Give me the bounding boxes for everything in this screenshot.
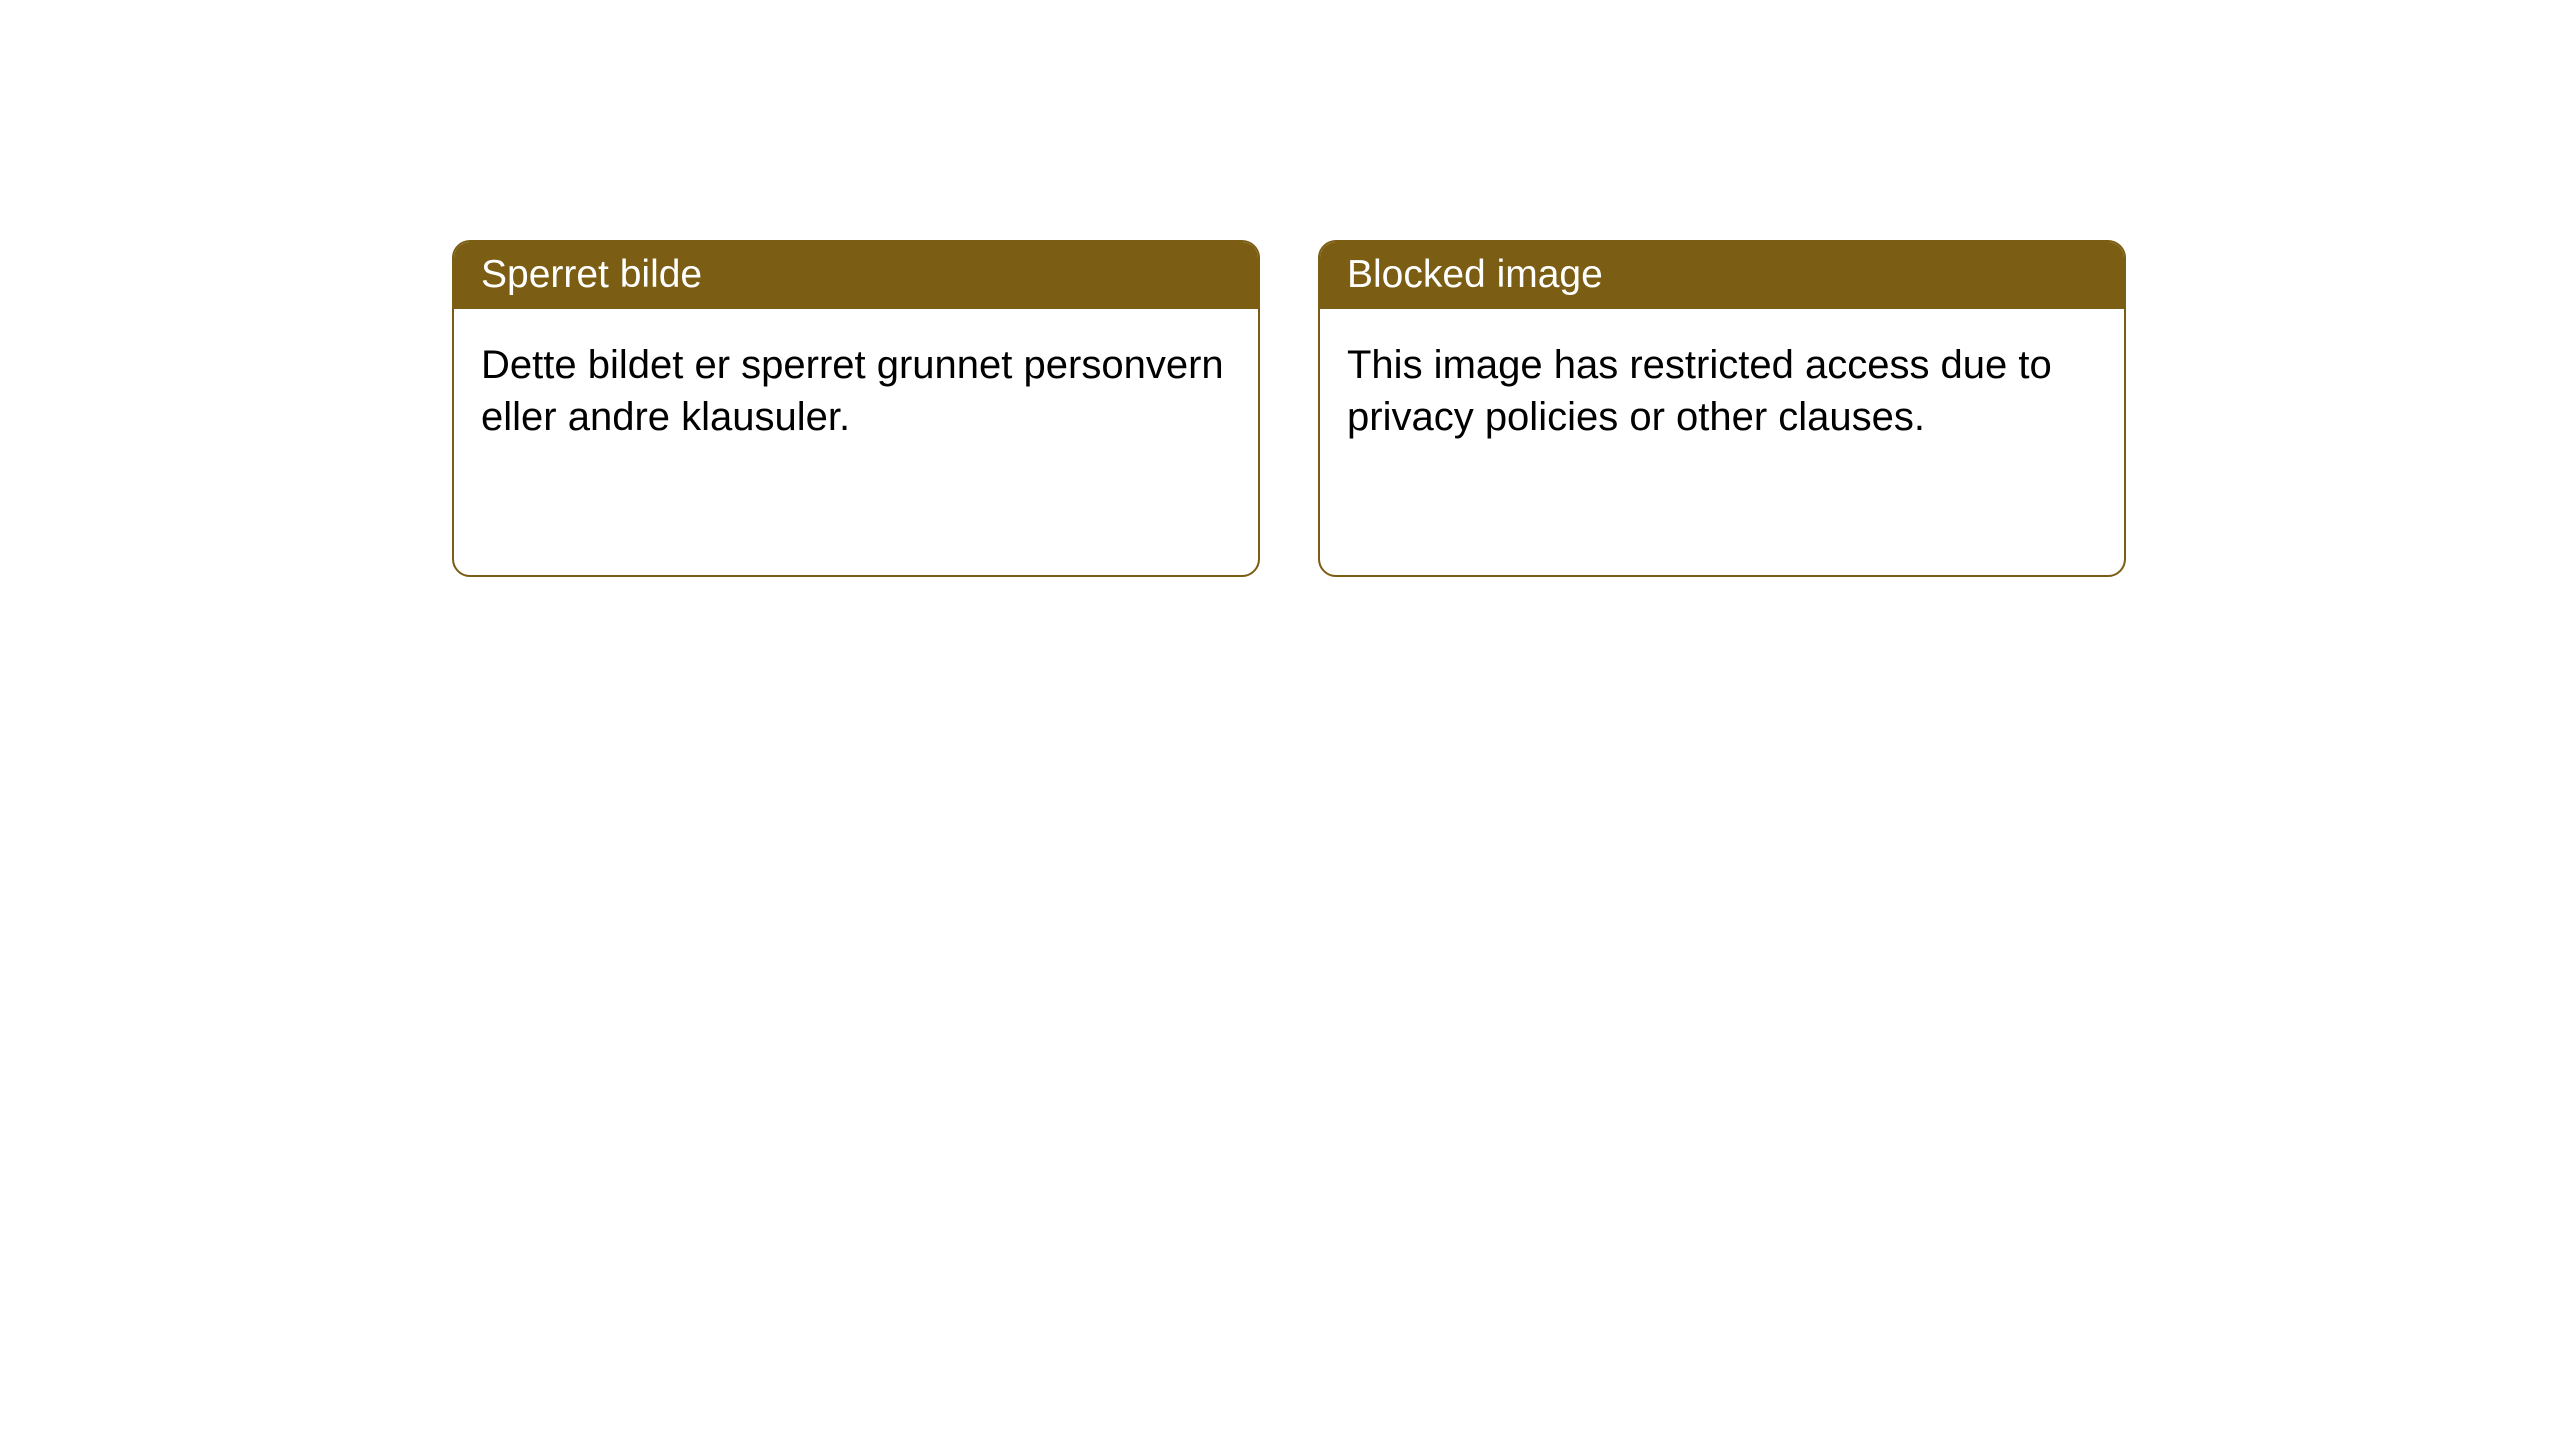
notice-container: Sperret bilde Dette bildet er sperret gr… xyxy=(0,0,2560,577)
notice-card-norwegian: Sperret bilde Dette bildet er sperret gr… xyxy=(452,240,1260,577)
notice-body: This image has restricted access due to … xyxy=(1320,309,2124,475)
notice-header: Sperret bilde xyxy=(454,242,1258,309)
notice-header: Blocked image xyxy=(1320,242,2124,309)
notice-card-english: Blocked image This image has restricted … xyxy=(1318,240,2126,577)
notice-body: Dette bildet er sperret grunnet personve… xyxy=(454,309,1258,475)
